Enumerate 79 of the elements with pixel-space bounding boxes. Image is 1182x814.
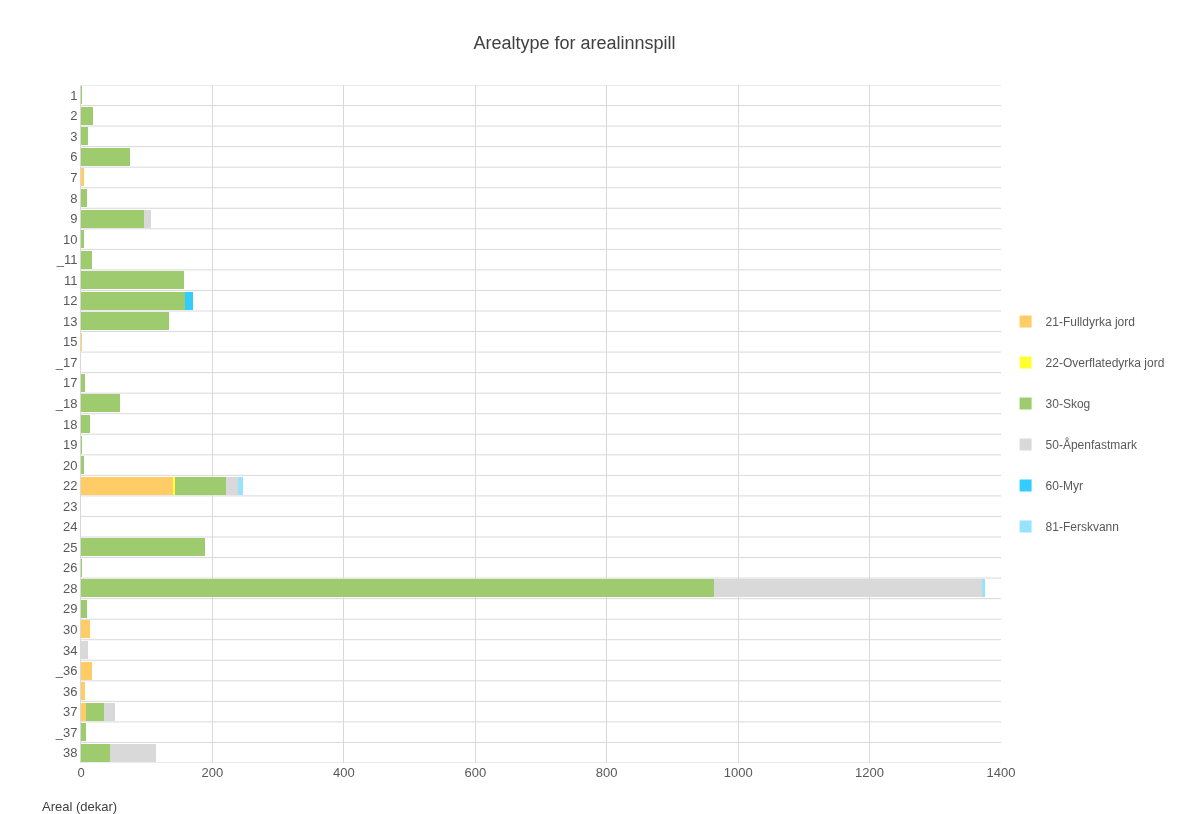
- bar: [81, 271, 184, 290]
- y-tick-label: _17: [54, 354, 78, 370]
- y-tick-label: 10: [62, 231, 78, 247]
- y-tick-label: 19: [62, 437, 78, 453]
- y-tick-label: 38: [62, 745, 78, 761]
- y-tick-label: 18: [62, 416, 78, 432]
- chart-title: Arealtype for arealinnspill: [473, 33, 676, 54]
- bar: [81, 127, 88, 146]
- y-tick-label: 36: [62, 683, 78, 699]
- bar: [81, 106, 94, 125]
- y-tick-label: 2: [70, 108, 78, 124]
- bar: [85, 702, 104, 721]
- x-tick-label: 0: [77, 765, 85, 780]
- bar: [81, 312, 170, 331]
- bar: [81, 209, 145, 228]
- y-tick-label: 11: [63, 272, 78, 288]
- x-tick-label: 1200: [855, 765, 885, 780]
- bar: [81, 538, 205, 557]
- y-tick-label: 8: [70, 190, 78, 206]
- bar: [238, 476, 244, 495]
- y-tick-label: 25: [62, 539, 78, 555]
- y-tick-label: 13: [62, 313, 78, 329]
- bar: [81, 147, 130, 166]
- y-tick-label: 9: [70, 211, 78, 227]
- y-tick-label: 17: [62, 375, 78, 391]
- bar: [81, 230, 85, 249]
- bar: [174, 476, 227, 495]
- bar: [81, 476, 173, 495]
- y-tick-label: 28: [62, 580, 78, 596]
- legend-label: 50-Åpenfastmark: [1045, 437, 1138, 453]
- x-axis-title: Areal (dekar): [42, 799, 118, 814]
- y-tick-label: _37: [54, 724, 78, 740]
- y-tick-label: 30: [62, 622, 78, 637]
- y-tick-label: 24: [62, 519, 78, 535]
- legend-label: 21-Fulldyrka jord: [1045, 315, 1135, 330]
- bar: [81, 620, 90, 639]
- bar: [81, 599, 87, 618]
- x-tick-label: 200: [201, 765, 224, 780]
- bar: [81, 373, 85, 392]
- x-tick-label: 600: [464, 765, 487, 780]
- legend-label: 22-Overflatedyrka jord: [1045, 356, 1165, 371]
- legend-label: 60-Myr: [1045, 479, 1083, 494]
- y-tick-label: 23: [62, 498, 78, 514]
- y-tick-label: 1: [70, 87, 78, 103]
- y-tick-label: 22: [62, 478, 78, 494]
- x-tick-label: 800: [595, 765, 618, 780]
- y-tick-label: _18: [54, 396, 78, 411]
- bar: [81, 682, 85, 701]
- bar: [81, 168, 84, 187]
- bar: [81, 414, 90, 434]
- x-tick-label: 400: [333, 765, 355, 780]
- y-tick-label: 34: [62, 642, 78, 658]
- legend-label: 30-Skog: [1045, 397, 1091, 412]
- bar: [81, 291, 185, 310]
- bar: [81, 394, 121, 413]
- bar: [81, 702, 86, 721]
- y-tick-label: 26: [62, 560, 78, 576]
- bar: [81, 456, 85, 475]
- y-tick-label: 29: [62, 601, 78, 617]
- bar: [81, 661, 92, 680]
- bar: [184, 291, 193, 310]
- bar: [81, 250, 92, 269]
- bar: [981, 579, 986, 598]
- y-tick-label: 15: [62, 334, 78, 350]
- bar: [81, 743, 110, 762]
- bar: [81, 723, 86, 742]
- y-tick-label: 7: [70, 170, 78, 185]
- y-tick-label: 37: [62, 704, 78, 720]
- legend-label: 81-Ferskvann: [1045, 520, 1119, 535]
- x-tick-label: 1000: [723, 765, 753, 780]
- y-tick-label: 20: [62, 457, 78, 473]
- y-tick-label: 12: [62, 293, 78, 309]
- y-tick-label: _11: [55, 252, 78, 268]
- x-tick-label: 1400: [986, 765, 1016, 780]
- bar: [81, 188, 87, 208]
- y-tick-label: 6: [70, 149, 78, 165]
- y-tick-label: _36: [54, 663, 78, 679]
- bar: [81, 579, 714, 598]
- y-tick-label: 3: [70, 128, 78, 144]
